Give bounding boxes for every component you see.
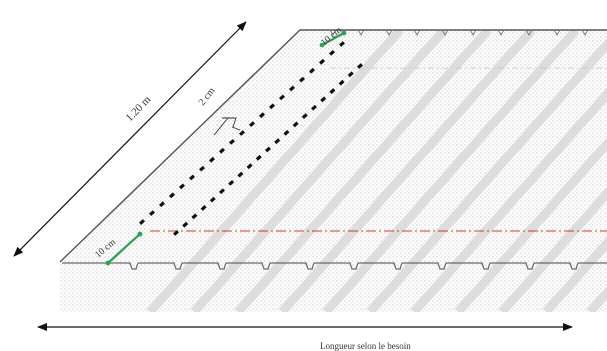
upper-row-dash [319, 58, 325, 65]
stripe [542, 30, 607, 312]
row-gap-label: 2 cm [197, 85, 218, 107]
lower-row-dash [246, 163, 253, 170]
length-label: Longueur selon le besoin [320, 341, 411, 351]
upper-row-dash [299, 76, 305, 83]
lower-row-dash [329, 88, 336, 94]
top-notch [553, 29, 561, 36]
lower-row-dash [255, 154, 262, 161]
lower-row-dash [292, 121, 299, 128]
stripe [278, 30, 536, 312]
stripe [498, 30, 607, 312]
stripe [454, 30, 607, 312]
upper-row-dash [249, 121, 255, 127]
terrace-line [62, 262, 607, 270]
lower-row-dash [338, 79, 345, 86]
slope-length-arrow [13, 21, 247, 257]
upper-row-dash [259, 112, 265, 119]
upper-row-dash [289, 85, 295, 92]
lower-row-dash [347, 71, 354, 78]
stripe [322, 30, 580, 312]
top-spacing-arrow [319, 30, 347, 48]
stripe [410, 30, 607, 312]
lower-row-dash [301, 113, 308, 119]
stripe [366, 30, 607, 312]
top-notch [525, 29, 533, 36]
top-notch [357, 29, 365, 36]
top-notch [441, 29, 449, 36]
upper-row-dash [309, 67, 315, 74]
lower-row-dash [265, 146, 271, 153]
diagonal-stripes [146, 30, 607, 312]
slope-body [60, 30, 607, 312]
stripe [146, 30, 404, 312]
top-notch [413, 29, 421, 36]
lower-row-dash [357, 63, 363, 69]
lower-row-dash [274, 138, 281, 145]
top-edge-notches [329, 29, 589, 36]
top-notch [497, 29, 505, 36]
lower-row-dash [283, 129, 290, 136]
top-notch [469, 29, 477, 36]
upper-row-dash [329, 50, 335, 56]
top-notch [385, 29, 393, 36]
lower-row-dash [320, 96, 327, 103]
upper-row-dash [269, 103, 275, 110]
lower-row-dash [311, 104, 317, 111]
upper-row-dash [279, 94, 285, 101]
top-notch [581, 29, 589, 36]
stripe [190, 30, 448, 312]
stripe [234, 30, 492, 312]
